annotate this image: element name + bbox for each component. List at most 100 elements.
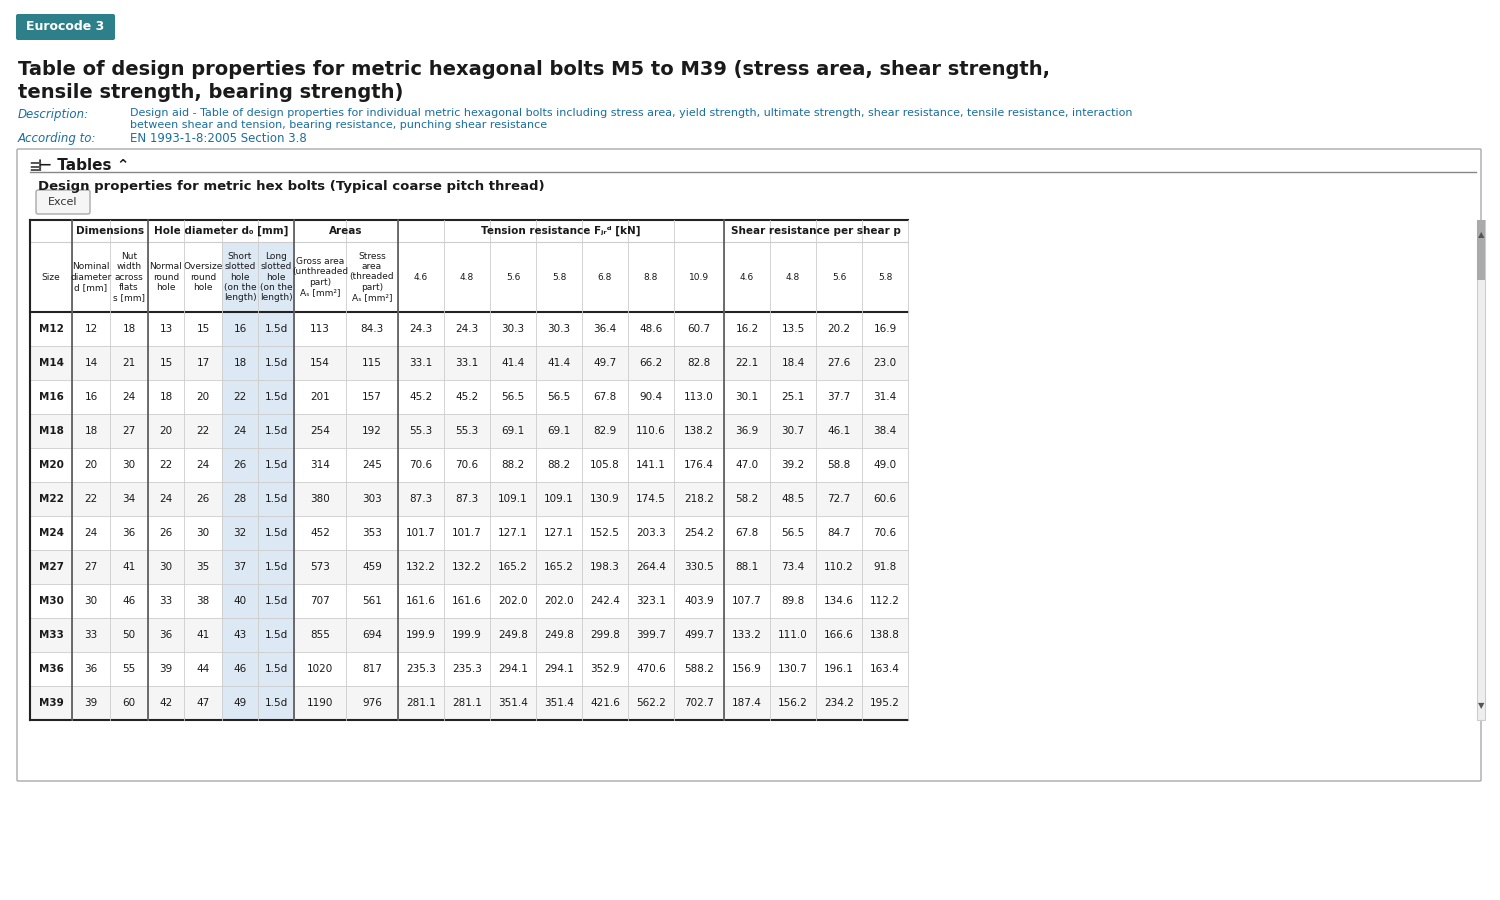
Text: 855: 855 — [310, 630, 330, 640]
Bar — [30, 652, 908, 686]
Text: 314: 314 — [310, 460, 330, 470]
Text: 32: 32 — [234, 528, 246, 538]
Bar — [30, 550, 908, 584]
Text: 49.0: 49.0 — [873, 460, 897, 470]
Text: 132.2: 132.2 — [406, 562, 436, 572]
Text: Areas: Areas — [330, 226, 363, 236]
Text: 20: 20 — [196, 392, 210, 402]
Text: 5.6: 5.6 — [833, 273, 846, 282]
Bar — [222, 414, 258, 448]
Text: 36: 36 — [159, 630, 172, 640]
Text: 5.6: 5.6 — [506, 273, 520, 282]
Text: 254: 254 — [310, 426, 330, 436]
Text: 562.2: 562.2 — [636, 698, 666, 708]
Text: 1.5d: 1.5d — [264, 494, 288, 504]
Text: 87.3: 87.3 — [456, 494, 478, 504]
Text: 573: 573 — [310, 562, 330, 572]
Text: 88.2: 88.2 — [501, 460, 525, 470]
FancyBboxPatch shape — [16, 14, 116, 40]
Text: 234.2: 234.2 — [824, 698, 854, 708]
Text: 130.9: 130.9 — [590, 494, 620, 504]
Text: 48.6: 48.6 — [639, 324, 663, 334]
Text: Tension resistance Fⱼᵣᵈ [kN]: Tension resistance Fⱼᵣᵈ [kN] — [482, 226, 640, 236]
Text: 6.8: 6.8 — [598, 273, 612, 282]
Text: Dimensions: Dimensions — [76, 226, 144, 236]
Text: 18.4: 18.4 — [782, 358, 804, 368]
Text: Nut
width
across
flats
s [mm]: Nut width across flats s [mm] — [112, 252, 146, 302]
Text: 20.2: 20.2 — [828, 324, 850, 334]
Text: 163.4: 163.4 — [870, 664, 900, 674]
Text: 5.8: 5.8 — [552, 273, 566, 282]
Text: 702.7: 702.7 — [684, 698, 714, 708]
Text: 23.0: 23.0 — [873, 358, 897, 368]
Text: 459: 459 — [362, 562, 382, 572]
Text: 1.5d: 1.5d — [264, 698, 288, 708]
Bar — [258, 652, 294, 686]
Text: 22: 22 — [84, 494, 98, 504]
Text: 89.8: 89.8 — [782, 596, 804, 606]
Text: 5.8: 5.8 — [878, 273, 892, 282]
Text: Excel: Excel — [48, 197, 78, 207]
Bar — [258, 312, 294, 346]
Text: 30: 30 — [84, 596, 98, 606]
Text: 1020: 1020 — [308, 664, 333, 674]
Text: 166.6: 166.6 — [824, 630, 854, 640]
Text: 156.2: 156.2 — [778, 698, 808, 708]
Text: 399.7: 399.7 — [636, 630, 666, 640]
Text: 203.3: 203.3 — [636, 528, 666, 538]
Text: 24.3: 24.3 — [410, 324, 432, 334]
Text: 138.8: 138.8 — [870, 630, 900, 640]
Text: 17: 17 — [196, 358, 210, 368]
Text: Table of design properties for metric hexagonal bolts M5 to M39 (stress area, sh: Table of design properties for metric he… — [18, 60, 1050, 103]
Text: 73.4: 73.4 — [782, 562, 804, 572]
Text: 33.1: 33.1 — [410, 358, 432, 368]
Text: 55: 55 — [123, 664, 135, 674]
Bar — [30, 380, 908, 414]
Text: Description:: Description: — [18, 108, 88, 121]
Text: 37.7: 37.7 — [828, 392, 850, 402]
Text: 30.3: 30.3 — [501, 324, 525, 334]
Text: 1.5d: 1.5d — [264, 562, 288, 572]
Text: 1190: 1190 — [308, 698, 333, 708]
Text: 1.5d: 1.5d — [264, 596, 288, 606]
Text: ⊢ Tables ⌃: ⊢ Tables ⌃ — [38, 158, 129, 173]
Text: 109.1: 109.1 — [544, 494, 574, 504]
Text: 36: 36 — [84, 664, 98, 674]
Text: M14: M14 — [39, 358, 63, 368]
Text: 36.4: 36.4 — [594, 324, 616, 334]
Text: 817: 817 — [362, 664, 382, 674]
Text: 30: 30 — [123, 460, 135, 470]
Text: 127.1: 127.1 — [498, 528, 528, 538]
Bar — [222, 482, 258, 516]
Text: 16.2: 16.2 — [735, 324, 759, 334]
Text: M18: M18 — [39, 426, 63, 436]
Text: 34: 34 — [123, 494, 135, 504]
Text: 47.0: 47.0 — [735, 460, 759, 470]
Text: 41: 41 — [196, 630, 210, 640]
Bar — [258, 448, 294, 482]
Text: 403.9: 403.9 — [684, 596, 714, 606]
Text: 242.4: 242.4 — [590, 596, 620, 606]
Text: Gross area
(unthreaded
part)
Aₛ [mm²]: Gross area (unthreaded part) Aₛ [mm²] — [292, 256, 348, 297]
Bar — [30, 584, 908, 618]
Text: Nominal
diameter
d [mm]: Nominal diameter d [mm] — [70, 262, 111, 292]
Text: 4.6: 4.6 — [740, 273, 754, 282]
Text: 380: 380 — [310, 494, 330, 504]
Text: 281.1: 281.1 — [452, 698, 482, 708]
Text: 452: 452 — [310, 528, 330, 538]
Bar — [30, 686, 908, 720]
Text: 39: 39 — [159, 664, 172, 674]
Text: 45.2: 45.2 — [456, 392, 478, 402]
Text: 87.3: 87.3 — [410, 494, 432, 504]
Text: 195.2: 195.2 — [870, 698, 900, 708]
Bar — [222, 686, 258, 720]
Text: M30: M30 — [39, 596, 63, 606]
Text: 22: 22 — [159, 460, 172, 470]
Text: 4.8: 4.8 — [460, 273, 474, 282]
Text: 235.3: 235.3 — [452, 664, 482, 674]
Text: 20: 20 — [84, 460, 98, 470]
Text: M12: M12 — [39, 324, 63, 334]
Text: 154: 154 — [310, 358, 330, 368]
Bar — [258, 346, 294, 380]
Text: 88.2: 88.2 — [548, 460, 570, 470]
